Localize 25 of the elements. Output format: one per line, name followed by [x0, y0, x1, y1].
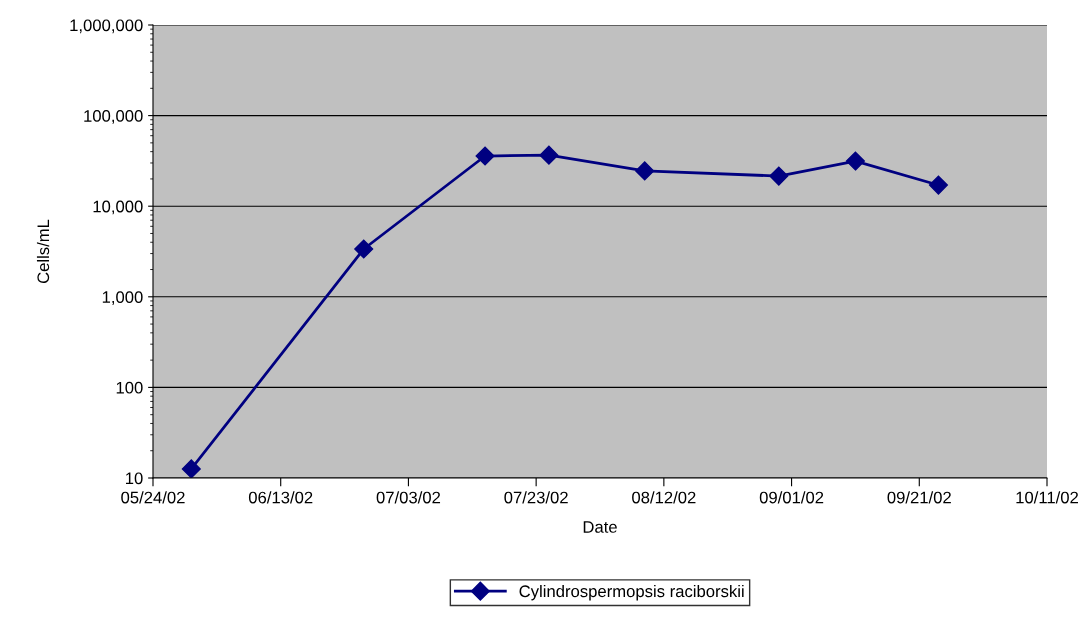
point — [635, 161, 655, 181]
legend-label: Cylindrospermopsis raciborskii — [519, 584, 744, 601]
y-axis-title: Cells/mL — [36, 219, 50, 284]
x-tick-label: 10/11/02 — [1016, 491, 1078, 504]
y-tick-label: 100,000 — [84, 110, 143, 124]
y-tick-label: 1,000,000 — [70, 19, 143, 34]
x-tick-label: 08/12/02 — [632, 491, 696, 504]
x-tick-label: 06/13/02 — [248, 491, 313, 504]
x-tick-label: 05/24/02 — [121, 491, 185, 504]
point — [475, 146, 495, 166]
y-tick-label: 10,000 — [93, 200, 143, 215]
x-axis-title: Date — [583, 521, 617, 533]
x-tick-label: 07/23/02 — [504, 491, 568, 504]
y-tick-label: 1,000 — [102, 291, 143, 305]
x-tick-label: 09/01/02 — [759, 491, 824, 504]
point — [539, 145, 559, 165]
point — [928, 175, 948, 195]
x-tick-label: 07/03/02 — [376, 491, 441, 504]
y-tick-label: 100 — [116, 381, 143, 394]
y-tick-label: 10 — [126, 472, 143, 485]
point — [769, 166, 789, 186]
point — [181, 459, 201, 478]
point — [354, 239, 374, 259]
point — [845, 151, 865, 171]
x-tick-label: 09/21/02 — [887, 491, 951, 504]
